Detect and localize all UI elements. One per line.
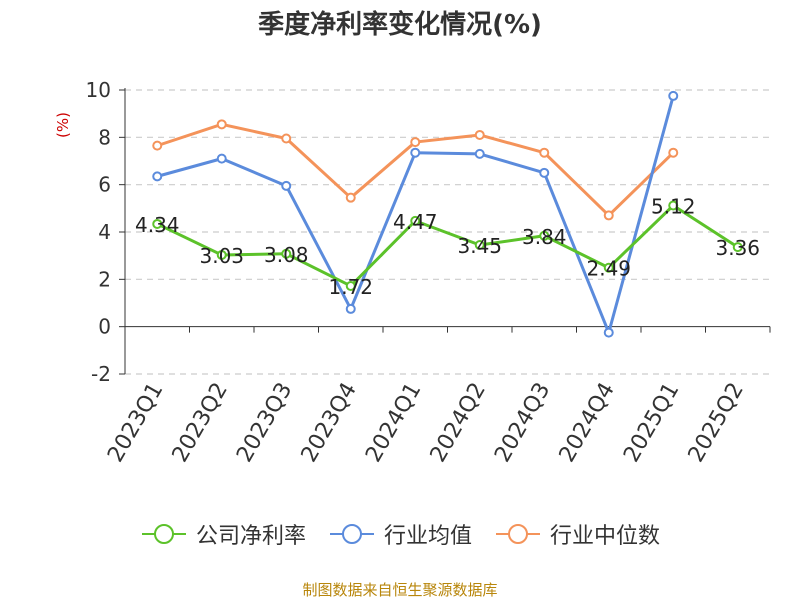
y-tick-label: 10	[86, 78, 111, 102]
data-label: 3.08	[264, 243, 309, 267]
data-point	[152, 140, 163, 151]
x-tick-label: 2024Q1	[361, 379, 426, 467]
data-point	[281, 248, 292, 259]
data-label: 4.34	[135, 213, 180, 237]
legend-item: 行业中位数	[494, 518, 660, 550]
source-note: 制图数据来自恒生聚源数据库	[302, 581, 498, 599]
y-tick-label: 2	[98, 267, 111, 291]
data-point	[216, 249, 227, 260]
data-point	[474, 129, 485, 140]
data-point	[668, 147, 679, 158]
y-tick-label: -2	[91, 362, 111, 386]
data-point	[345, 192, 356, 203]
data-point	[152, 171, 163, 182]
data-point	[603, 262, 614, 273]
data-label: 5.12	[651, 194, 696, 218]
data-label: 3.36	[715, 236, 760, 260]
x-tick-label: 2023Q4	[297, 379, 362, 467]
data-point	[216, 119, 227, 130]
y-tick-label: 4	[98, 220, 111, 244]
data-point	[539, 167, 550, 178]
data-point	[668, 200, 679, 211]
data-point	[474, 148, 485, 159]
data-point	[732, 242, 743, 253]
data-point	[539, 147, 550, 158]
legend: 公司净利率 行业均值 行业中位数	[0, 518, 800, 550]
chart-title: 季度净利率变化情况(%)	[258, 10, 542, 40]
data-point	[410, 147, 421, 158]
data-label: 3.84	[522, 225, 567, 249]
y-tick-label: 8	[98, 125, 111, 149]
data-label: 3.03	[199, 244, 244, 268]
data-point	[603, 327, 614, 338]
data-point	[668, 90, 679, 101]
data-label: 2.49	[586, 257, 631, 281]
x-tick-label: 2025Q1	[619, 379, 684, 467]
data-point	[152, 218, 163, 229]
data-label: 1.72	[328, 275, 373, 299]
y-axis-label: (%)	[54, 112, 72, 138]
legend-item: 行业均值	[328, 518, 472, 550]
data-point	[410, 137, 421, 148]
legend-item: 公司净利率	[140, 518, 306, 550]
data-point	[281, 133, 292, 144]
x-tick-label: 2023Q3	[232, 379, 297, 467]
x-tick-label: 2023Q1	[103, 379, 168, 467]
legend-swatch	[329, 524, 374, 544]
data-point	[281, 180, 292, 191]
data-point	[345, 303, 356, 314]
legend-swatch	[496, 524, 540, 544]
legend-label: 行业均值	[383, 524, 472, 549]
series-line-1	[156, 203, 739, 288]
x-tick-label: 2025Q2	[684, 379, 749, 467]
y-tick-label: 6	[98, 173, 111, 197]
data-label: 3.45	[457, 234, 502, 258]
legend-swatch	[141, 524, 186, 544]
data-point	[539, 230, 550, 241]
x-tick-label: 2024Q3	[490, 379, 555, 467]
legend-label: 公司净利率	[195, 524, 306, 549]
x-tick-label: 2024Q2	[426, 379, 491, 467]
data-point	[216, 153, 227, 164]
data-point	[345, 280, 356, 291]
data-point	[410, 215, 421, 226]
x-tick-label: 2023Q2	[168, 379, 233, 467]
data-point	[474, 240, 485, 251]
data-label: 4.47	[393, 210, 438, 234]
y-tick-label: 0	[98, 315, 111, 339]
legend-label: 行业中位数	[550, 524, 661, 549]
data-point	[603, 210, 614, 221]
x-tick-label: 2024Q4	[555, 379, 620, 467]
